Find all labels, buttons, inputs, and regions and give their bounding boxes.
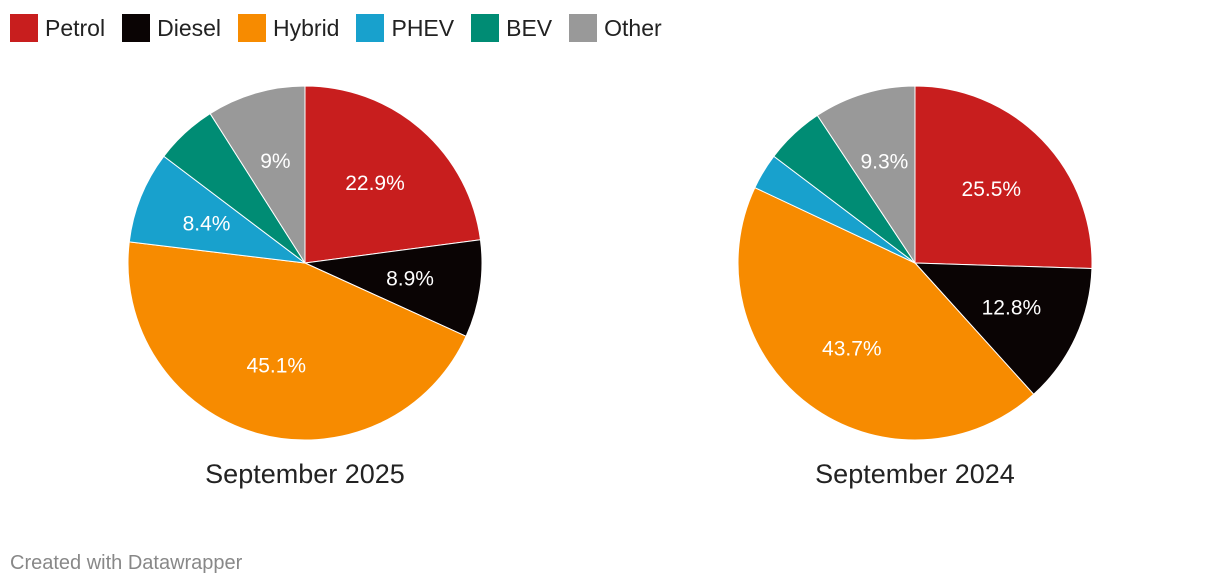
legend-label-hybrid: Hybrid — [273, 14, 340, 41]
legend-label-petrol: Petrol — [45, 14, 106, 41]
pie-slice-hybrid[interactable] — [737, 187, 1035, 441]
legend-swatch-hybrid — [238, 14, 267, 42]
slice-label-petrol: 22.9% — [345, 172, 405, 195]
legend: Petrol Diesel Hybrid PHEV BEV Other — [10, 13, 679, 43]
slice-label-other: 9.3% — [860, 150, 908, 173]
legend-label-bev: BEV — [506, 14, 553, 41]
legend-item-diesel[interactable]: Diesel — [122, 14, 221, 42]
slice-label-hybrid: 43.7% — [822, 337, 882, 360]
pie-slice-diesel[interactable] — [304, 239, 483, 337]
slice-label-petrol: 25.5% — [962, 178, 1022, 201]
legend-item-hybrid[interactable]: Hybrid — [238, 14, 339, 42]
slice-label-diesel: 8.9% — [386, 268, 434, 291]
pie-slice-phev[interactable] — [128, 155, 306, 264]
legend-item-petrol[interactable]: Petrol — [10, 14, 105, 42]
pie-slice-hybrid[interactable] — [127, 241, 467, 441]
slice-label-phev: 8.4% — [183, 212, 231, 235]
legend-item-other[interactable]: Other — [569, 14, 662, 42]
pie-slice-diesel[interactable] — [914, 262, 1093, 395]
chart-title-september-2024: September 2024 — [815, 459, 1015, 489]
datawrapper-credit: Created with Datawrapper — [10, 552, 243, 574]
legend-label-diesel: Diesel — [157, 14, 222, 41]
chart-title-september-2025: September 2025 — [205, 459, 405, 489]
pie-slice-petrol[interactable] — [304, 85, 481, 264]
slice-label-hybrid: 45.1% — [247, 354, 307, 377]
pie-september-2025: 22.9% 8.9% 45.1% 8.4% 9% — [127, 85, 483, 441]
legend-swatch-other — [569, 14, 598, 42]
legend-item-bev[interactable]: BEV — [471, 14, 552, 42]
pie-slice-petrol[interactable] — [914, 85, 1093, 270]
slice-label-other: 9% — [260, 150, 290, 173]
legend-swatch-diesel — [122, 14, 151, 42]
legend-swatch-petrol — [10, 14, 38, 42]
pie-september-2024: 25.5% 12.8% 43.7% 9.3% — [737, 85, 1093, 441]
legend-swatch-bev — [471, 14, 500, 42]
legend-label-phev: PHEV — [391, 14, 455, 41]
legend-item-phev[interactable]: PHEV — [356, 14, 454, 42]
legend-swatch-phev — [356, 14, 385, 42]
pie-charts: 22.9% 8.9% 45.1% 8.4% 9% 25.5% 12.8% 43.7% 9.3% — [127, 85, 1093, 441]
pie-slice-other[interactable] — [816, 85, 916, 264]
legend-label-other: Other — [604, 14, 662, 41]
slice-label-diesel: 12.8% — [982, 297, 1042, 320]
pie-slice-other[interactable] — [209, 85, 306, 264]
